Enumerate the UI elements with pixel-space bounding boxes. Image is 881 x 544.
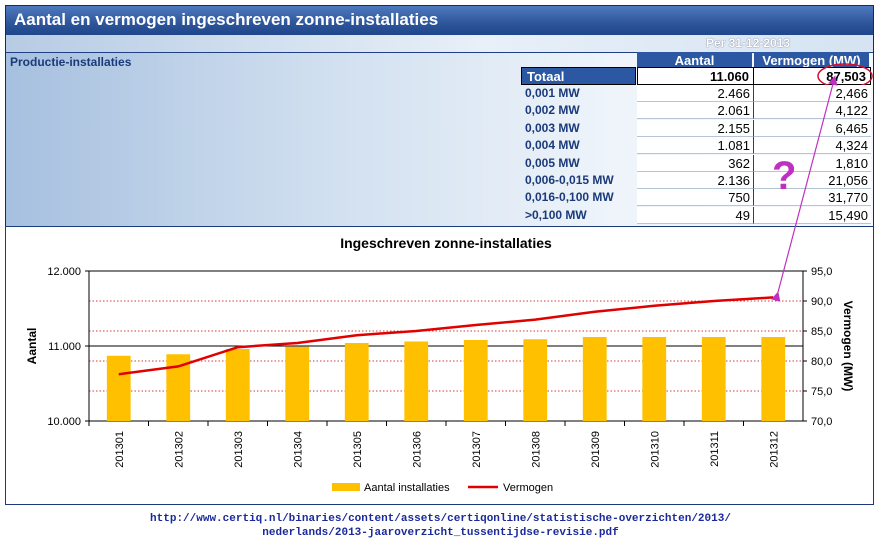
- page-title: Aantal en vermogen ingeschreven zonne-in…: [14, 10, 439, 29]
- vermogen-line: [118, 296, 774, 376]
- left-tick-label: 11.000: [48, 341, 81, 353]
- x-tick-label: 201303: [233, 431, 245, 468]
- right-tick-label: 70,0: [811, 416, 832, 428]
- row-aantal: 2.136: [637, 172, 754, 189]
- row-label: >0,100 MW: [525, 207, 587, 222]
- right-tick-label: 95,0: [811, 266, 832, 278]
- x-tick-label: 201312: [768, 431, 780, 468]
- chart-frame: Ingeschreven zonne-installaties 70,0 75,0 8…: [5, 226, 874, 505]
- x-tick-label: 201307: [471, 431, 483, 468]
- legend-label-line: Vermogen: [503, 482, 553, 494]
- row-label: 0,005 MW: [525, 155, 580, 170]
- bar: [761, 337, 786, 421]
- x-tick-label: 201308: [530, 431, 542, 468]
- total-label: Totaal: [521, 67, 636, 85]
- right-tick-label: 90,0: [811, 296, 832, 308]
- total-aantal: 11.060: [637, 67, 754, 85]
- summary-panel: Aantal en vermogen ingeschreven zonne-in…: [5, 5, 874, 228]
- source-line-1[interactable]: http://www.certiq.nl/binaries/content/as…: [150, 513, 731, 525]
- title-band: Aantal en vermogen ingeschreven zonne-in…: [6, 6, 873, 35]
- bar: [523, 339, 548, 421]
- row-vermogen: 4,324: [754, 137, 871, 155]
- row-aantal: 750: [637, 189, 754, 207]
- row-aantal: 49: [637, 206, 754, 224]
- chart: Ingeschreven zonne-installaties 70,0 75,0 8…: [25, 235, 855, 494]
- y-axis-label-right: Vermogen (MW): [841, 301, 855, 392]
- column-header-aantal: Aantal: [637, 52, 752, 70]
- y-axis-label: Aantal: [25, 328, 39, 365]
- row-label: 0,002 MW: [525, 103, 580, 118]
- chart-title: Ingeschreven zonne-installaties: [340, 235, 552, 251]
- right-tick-label: 75,0: [811, 386, 832, 398]
- x-tick-label: 201311: [709, 431, 721, 467]
- bar: [225, 349, 250, 421]
- row-label: 0,016-0,100 MW: [525, 190, 614, 205]
- row-vermogen: 4,122: [754, 102, 871, 120]
- row-label: 0,001 MW: [525, 86, 580, 100]
- row-aantal: 2.061: [637, 102, 754, 120]
- bar: [582, 337, 607, 421]
- x-tick-label: 201310: [649, 431, 661, 468]
- right-tick-label: 80,0: [811, 356, 832, 368]
- row-vermogen: 2,466: [754, 85, 871, 102]
- bar: [701, 337, 726, 421]
- bar: [285, 346, 310, 421]
- bar: [344, 343, 369, 421]
- row-vermogen: 6,465: [754, 119, 871, 137]
- row-aantal: 362: [637, 154, 754, 172]
- x-tick-label: 201306: [411, 431, 423, 468]
- bar: [106, 355, 131, 421]
- legend-swatch-bar: [332, 483, 360, 491]
- x-tick-label: 201302: [173, 431, 185, 468]
- date-label: Per 31-12-2013: [706, 36, 791, 50]
- row-label: 0,006-0,015 MW: [525, 173, 614, 187]
- section-label: Productie-installaties: [10, 55, 132, 69]
- source-link[interactable]: http://www.certiq.nl/binaries/content/as…: [0, 512, 881, 540]
- right-tick-label: 85,0: [811, 326, 832, 338]
- left-tick-label: 10.000: [47, 416, 81, 428]
- bar: [642, 337, 667, 421]
- row-label: 0,004 MW: [525, 138, 580, 153]
- question-mark: ?: [772, 154, 797, 198]
- bar: [166, 354, 191, 421]
- date-band: Per 31-12-2013: [6, 35, 873, 52]
- x-tick-label: 201304: [292, 431, 304, 468]
- x-tick-label: 201305: [352, 431, 364, 468]
- bar: [463, 340, 488, 421]
- legend-label-bar: Aantal installaties: [364, 482, 450, 494]
- source-line-2[interactable]: nederlands/2013-jaaroverzicht_tussentijd…: [262, 527, 619, 539]
- row-aantal: 2.155: [637, 119, 754, 137]
- x-tick-label: 201301: [114, 431, 126, 468]
- x-tick-label: 201309: [590, 431, 602, 468]
- row-label: 0,003 MW: [525, 120, 580, 135]
- row-aantal: 2.466: [637, 85, 754, 102]
- left-tick-label: 12.000: [47, 266, 81, 278]
- row-vermogen: 15,490: [754, 206, 871, 224]
- bar: [404, 341, 429, 421]
- row-aantal: 1.081: [637, 137, 754, 155]
